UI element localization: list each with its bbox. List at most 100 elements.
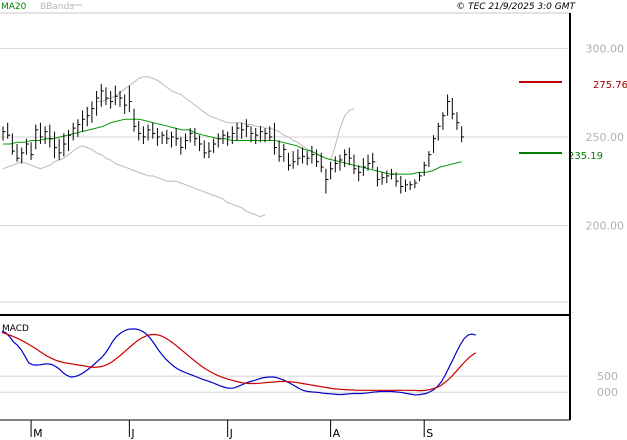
macd-grid [0,375,568,393]
x-axis-month-label: M [33,427,43,440]
price-bar [241,122,245,139]
price-bar [386,170,390,183]
price-bar [367,154,371,171]
price-bar [119,90,123,107]
price-bar [114,85,118,106]
price-bar [358,165,362,182]
price-bar [273,122,277,155]
price-bar [376,167,380,187]
price-bar [30,142,34,160]
price-bar [311,145,315,164]
price-bar [236,122,240,141]
price-bar [442,112,446,130]
price-bar [39,122,43,145]
price-bar [334,156,338,173]
price-bar [110,90,114,109]
bbands-lower [2,145,266,218]
price-bar [348,147,352,166]
price-bar [77,119,81,137]
price-bar [339,154,343,171]
price-bar [96,90,100,116]
price-bar [227,131,231,146]
price-bar [278,140,282,162]
price-bar [58,138,62,160]
price-bar [250,126,254,143]
price-bar [53,131,57,159]
price-bar [259,126,263,143]
price-bar [451,97,455,120]
price-bar [175,128,179,146]
price-bar [428,151,432,168]
legend-ma20: MA20 [1,2,27,12]
x-axis-month-label: J [229,427,233,440]
price-bar [72,122,76,141]
price-bar [456,112,460,130]
price-bar [264,128,268,143]
price-y-tick-label: 200.00 [586,219,625,232]
support-label: 235.19 [568,151,603,162]
price-bar [213,138,217,153]
price-bar [306,151,310,166]
price-bar [86,106,90,127]
price-bar [400,175,404,194]
macd-title: MACD [2,324,29,334]
price-bar [2,126,6,141]
price-bar [231,126,235,145]
price-bar [170,131,174,148]
price-bar [194,128,198,146]
price-bar [152,122,156,139]
price-bar [217,133,221,148]
price-bar [161,131,165,145]
price-bar [189,128,193,143]
price-bar [91,101,95,123]
price-bar [142,126,146,145]
price-bars [2,83,465,194]
price-bar [353,154,357,175]
price-bar [156,128,160,146]
resistance-label: 275.76 [593,80,627,91]
price-bar [423,161,427,176]
price-bar [199,135,203,152]
price-bar [68,129,72,152]
price-bar [287,152,291,171]
price-bar [222,129,226,145]
price-bar [302,147,306,164]
macd-line [1,328,476,396]
price-bar [395,172,399,187]
price-grid [0,47,568,303]
price-bar [180,136,184,155]
price-bar [35,124,39,150]
price-bar [21,147,25,164]
price-bar [82,110,86,132]
price-bar [330,161,334,180]
price-bar [185,133,189,150]
price-bar [63,133,67,157]
price-bar [292,151,296,169]
copyright-notice: © TEC 21/9/2025 3:0 GMT [456,2,576,12]
price-y-axis: 300.00 250.00 200.00 [586,42,625,232]
price-bar [325,168,329,194]
price-bar [461,126,465,143]
macd-signal-line [1,331,477,392]
price-bar [414,179,418,189]
price-bar [44,126,48,145]
price-bar [320,152,324,173]
price-panel: 300.00 250.00 200.00 275.76 235.19 [0,12,627,303]
price-bar [203,140,207,159]
price-bar [147,124,151,141]
price-bar [404,179,408,192]
legend-bbands: BBands [40,2,74,12]
price-bar [381,172,385,185]
price-bar [344,149,348,168]
price-bar [100,83,104,107]
x-axis-month-label: S [426,427,433,440]
price-bar [390,168,394,180]
price-bar [128,85,132,113]
price-bar [433,135,437,153]
price-bar [419,172,423,182]
price-bar [269,126,273,141]
price-bar [255,128,259,145]
